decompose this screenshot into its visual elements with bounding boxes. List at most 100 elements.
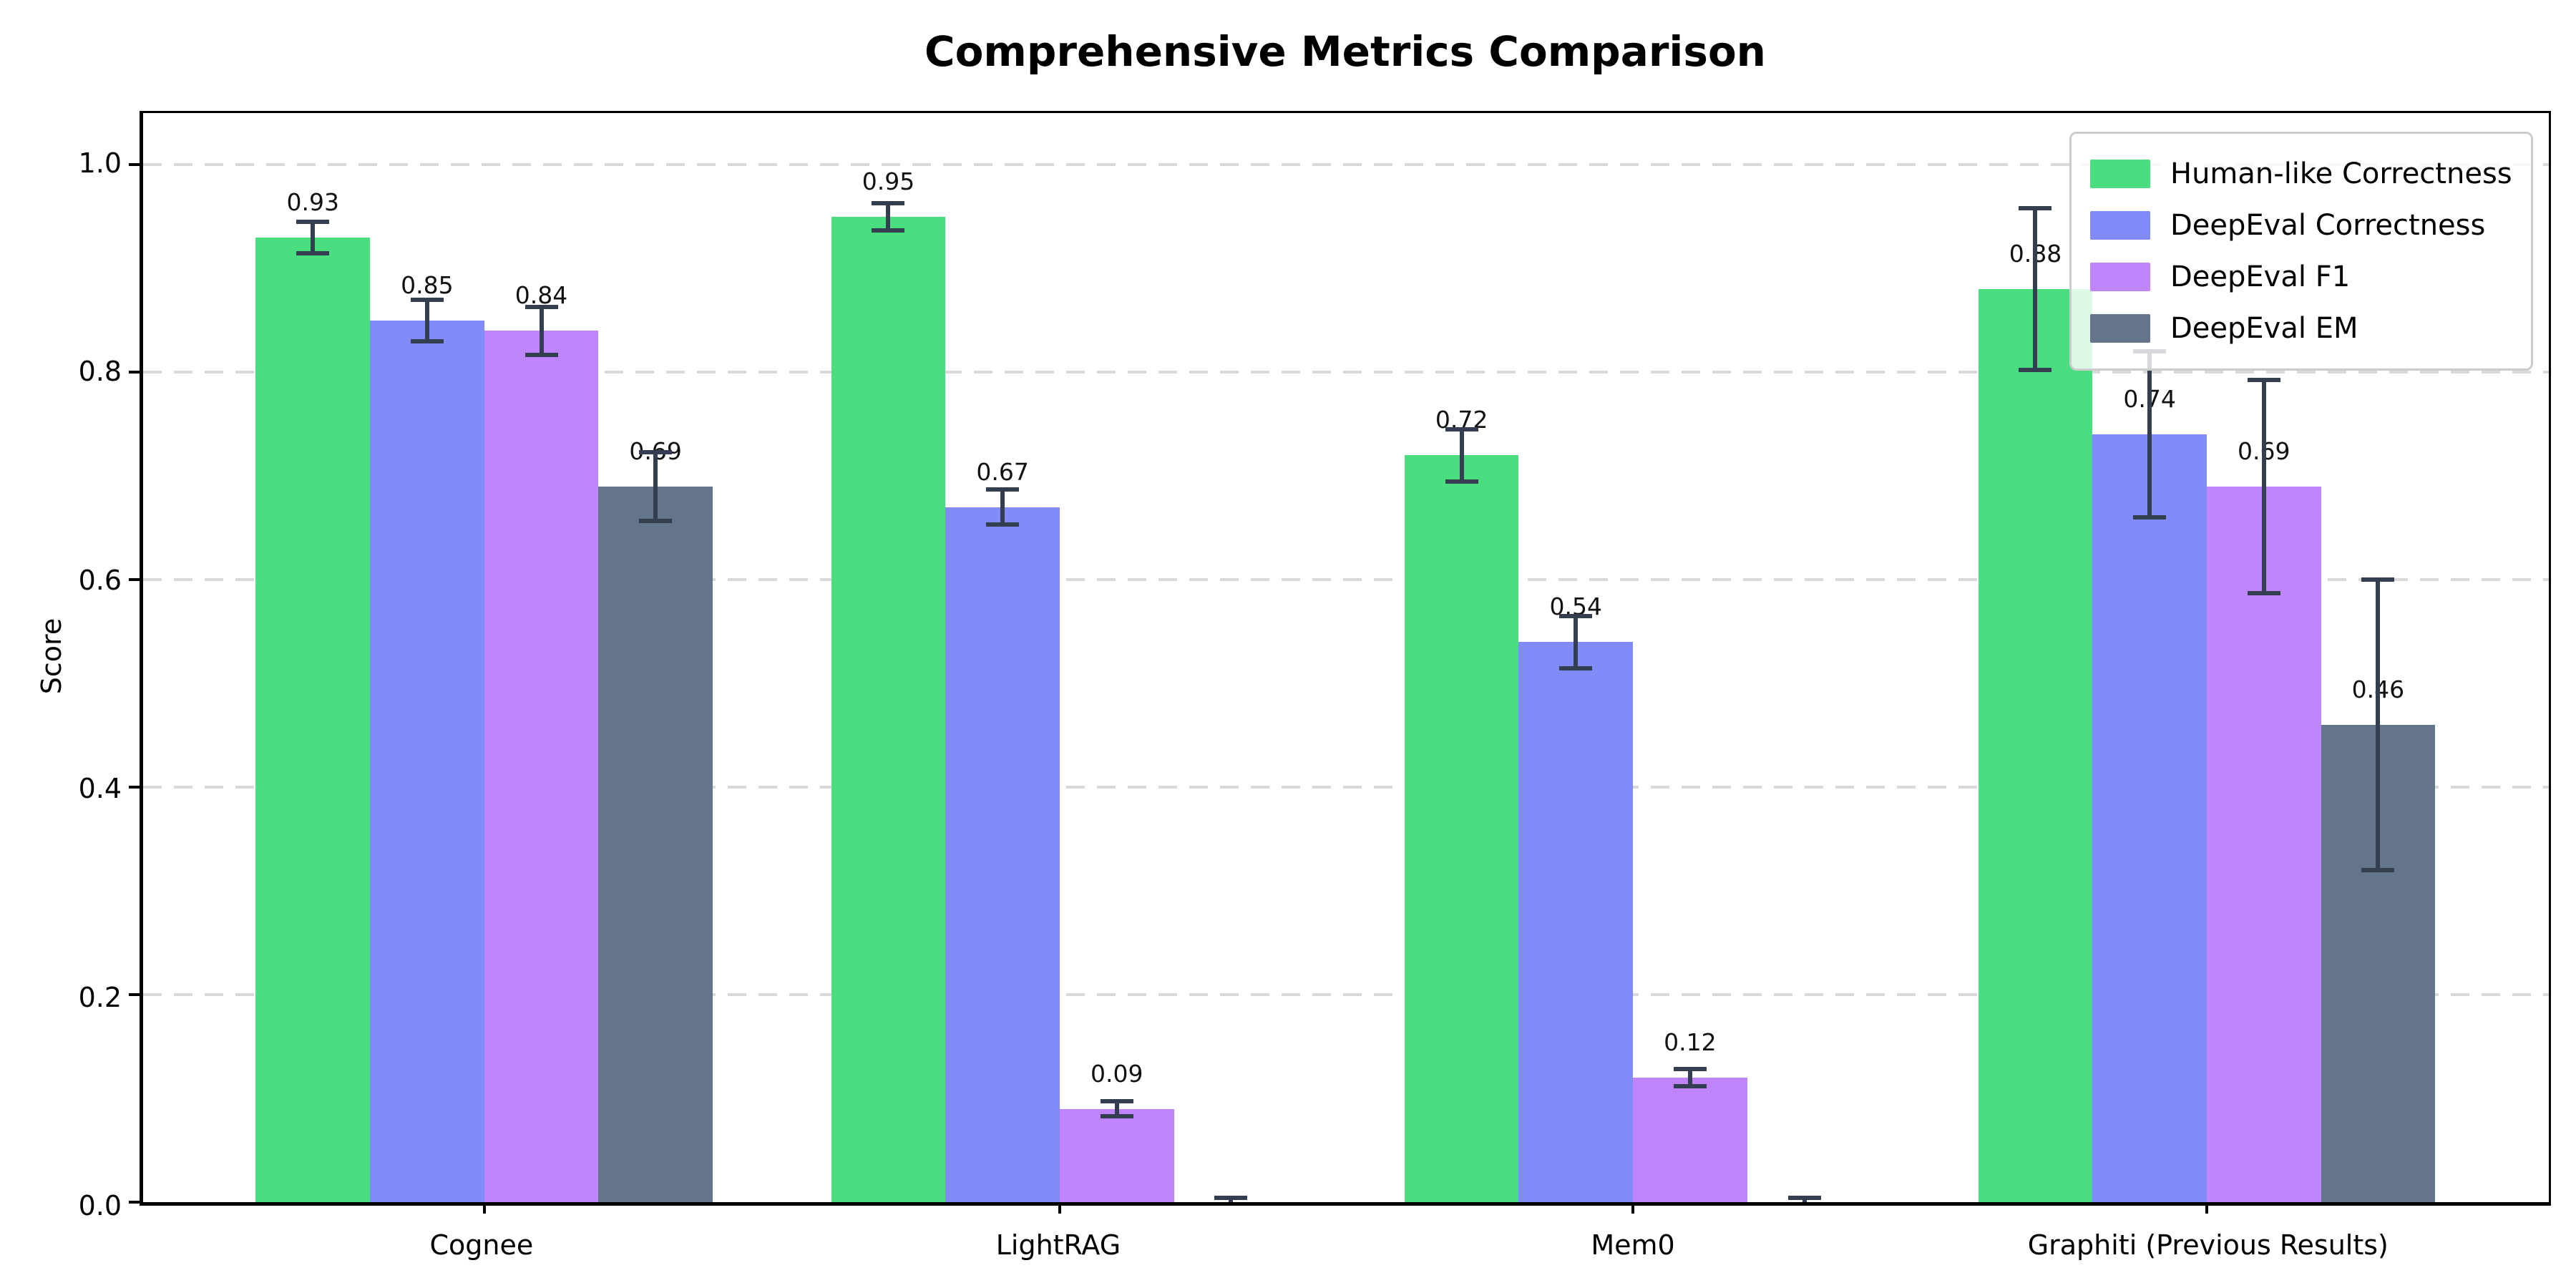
error-bar-cap (410, 297, 444, 302)
bar-value-label: 0.84 (514, 281, 568, 310)
bar (945, 507, 1060, 1202)
y-tick-mark (129, 371, 140, 374)
bar-value-label: 0.85 (401, 270, 454, 299)
y-axis: 0.0 0.2 0.4 0.6 0.8 1.0 (0, 111, 122, 1221)
bar (2092, 434, 2207, 1202)
bar (831, 216, 946, 1202)
error-bar-cap (639, 450, 673, 454)
bar (1404, 455, 1519, 1202)
legend-item: DeepEval F1 (2090, 251, 2512, 303)
error-bar-cap (639, 518, 673, 523)
x-tick-mark (1631, 1202, 1635, 1214)
legend-label: DeepEval Correctness (2170, 209, 2486, 242)
error-bar (539, 307, 544, 355)
legend-label: DeepEval EM (2170, 312, 2358, 345)
gridline (143, 993, 2549, 997)
error-bar-cap (2019, 206, 2052, 211)
error-bar-cap (2019, 368, 2052, 373)
error-bar (311, 222, 316, 253)
legend-swatch-deepeval-correctness (2090, 211, 2150, 240)
gridline (143, 786, 2549, 789)
error-bar-cap (525, 352, 558, 357)
bar-value-label: 0.93 (286, 187, 340, 216)
bar (2206, 486, 2321, 1202)
error-bar-cap (1673, 1083, 1707, 1088)
error-bar (2261, 379, 2266, 594)
y-tick-label: 0.2 (78, 981, 122, 1013)
x-tick-label: LightRAG (995, 1229, 1121, 1261)
legend-item: Human-like Correctness (2090, 148, 2512, 200)
y-tick-mark (129, 993, 140, 997)
gridline (143, 578, 2549, 582)
error-bar-cap (986, 522, 1020, 527)
bar-value-label: 0.09 (1090, 1059, 1143, 1088)
gridline (143, 163, 2549, 167)
error-bar (424, 299, 429, 341)
error-bar-cap (1559, 665, 1593, 670)
error-bar (2147, 351, 2152, 518)
y-tick-label: 0.4 (78, 773, 122, 805)
x-axis: Cognee LightRAG Mem0 Graphiti (Previous Res… (140, 1216, 2551, 1267)
legend-label: DeepEval F1 (2170, 260, 2351, 293)
error-bar-cap (1445, 479, 1478, 484)
error-bar-cap (872, 228, 905, 233)
legend-swatch-deepeval-em (2090, 314, 2150, 343)
x-tick-mark (482, 1202, 486, 1214)
y-tick-label: 1.0 (78, 147, 122, 179)
bar (1518, 642, 1634, 1202)
error-bar-cap (1100, 1113, 1133, 1118)
x-tick-label: Cognee (429, 1229, 534, 1261)
error-bar (1687, 1069, 1692, 1086)
legend-swatch-deepeval-f1 (2090, 263, 2150, 291)
error-bar (1114, 1101, 1119, 1116)
error-bar-cap (525, 305, 558, 310)
y-tick-label: 0.8 (78, 356, 122, 388)
y-tick-label: 0.0 (78, 1190, 122, 1221)
y-tick-label: 0.6 (78, 564, 122, 596)
bar-value-label: 0.12 (1664, 1028, 1717, 1057)
error-bar-cap (2361, 577, 2395, 582)
legend: Human-like Correctness DeepEval Correctn… (2069, 132, 2533, 371)
error-bar (1000, 489, 1005, 525)
legend-swatch-human-like-correctness (2090, 160, 2150, 188)
error-bar (2376, 580, 2381, 871)
error-bar-cap (296, 220, 330, 225)
error-bar-cap (1445, 427, 1478, 432)
error-bar (1574, 616, 1579, 668)
y-tick-mark (129, 163, 140, 167)
bar-value-label: 0.67 (976, 457, 1029, 486)
error-bar-cap (2133, 515, 2167, 520)
y-tick-mark (129, 578, 140, 582)
legend-item: DeepEval EM (2090, 303, 2512, 354)
bar (1059, 1108, 1174, 1202)
error-bar-cap (296, 250, 330, 255)
error-bar-cap (2247, 377, 2280, 382)
error-bar-cap (872, 201, 905, 206)
bar (598, 486, 713, 1202)
error-bar-cap (1214, 1196, 1248, 1201)
error-bar-cap (1787, 1196, 1821, 1201)
x-tick-mark (2205, 1202, 2208, 1214)
plot-area: Human-like Correctness DeepEval Correctn… (129, 111, 2551, 1214)
x-tick-mark (1058, 1202, 1061, 1214)
error-bar-cap (2247, 591, 2280, 596)
error-bar-cap (1100, 1099, 1133, 1104)
error-bar-cap (1673, 1067, 1707, 1072)
bar-value-label: 0.95 (862, 167, 915, 195)
error-bar (886, 203, 891, 230)
error-bar-cap (986, 487, 1020, 492)
chart-title: Comprehensive Metrics Comparison (924, 27, 1766, 76)
error-bar-cap (410, 338, 444, 343)
bar (255, 237, 371, 1202)
x-tick-label: Graphiti (Previous Results) (2027, 1229, 2389, 1261)
bar (1978, 289, 2093, 1202)
bar (484, 331, 599, 1202)
error-bar (2033, 208, 2038, 371)
error-bar-cap (1559, 614, 1593, 619)
y-tick-mark (129, 786, 140, 789)
legend-label: Human-like Correctness (2170, 157, 2512, 190)
bar (370, 320, 484, 1202)
gridline (143, 371, 2549, 374)
error-bar-cap (2361, 868, 2395, 873)
